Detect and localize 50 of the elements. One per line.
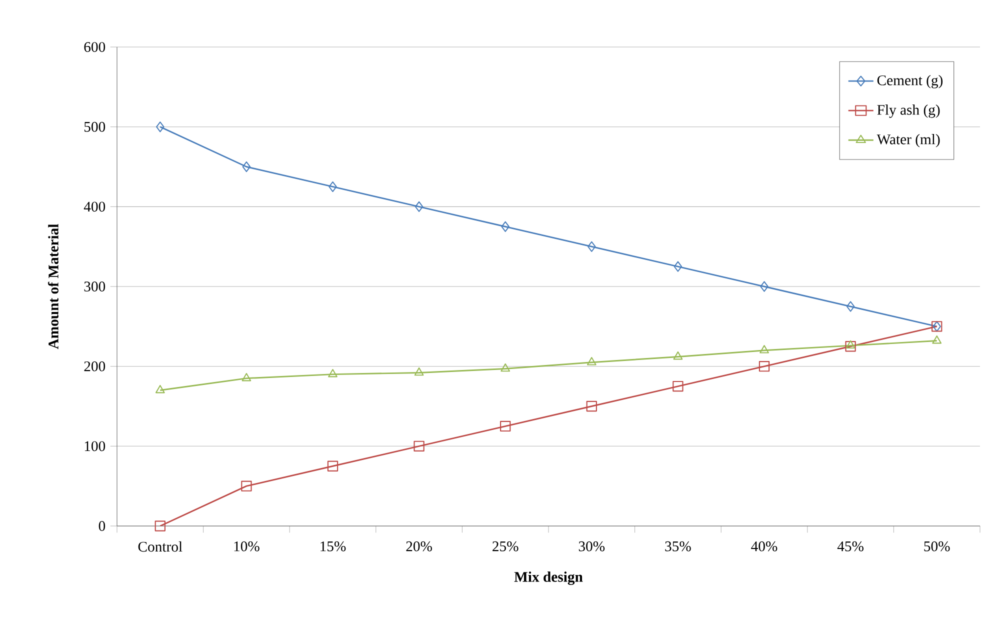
point bbox=[673, 351, 683, 360]
point bbox=[760, 345, 769, 354]
y-axis-title: Amount of Material bbox=[48, 224, 58, 350]
legend-label: Fly ash (g) bbox=[877, 104, 940, 118]
point bbox=[674, 261, 682, 272]
x-tick-label: 30% bbox=[578, 541, 605, 552]
x-tick-label: 40% bbox=[751, 541, 778, 552]
x-tick-label: Control bbox=[138, 541, 182, 552]
x-tick-label: 15% bbox=[320, 541, 346, 552]
legend-label: Cement (g) bbox=[877, 74, 943, 88]
point bbox=[154, 520, 166, 532]
x-tick-label: 10% bbox=[234, 541, 260, 552]
point bbox=[845, 341, 856, 352]
x-tick-label: 50% bbox=[924, 541, 950, 552]
y-tick-label: 600 bbox=[84, 42, 106, 52]
y-tick-label: 200 bbox=[84, 361, 106, 372]
point bbox=[500, 420, 511, 432]
point bbox=[155, 384, 165, 394]
y-tick-label: 0 bbox=[98, 521, 106, 531]
point bbox=[156, 122, 164, 132]
point bbox=[242, 161, 251, 172]
point bbox=[586, 357, 596, 366]
point bbox=[846, 301, 855, 312]
point bbox=[672, 380, 684, 392]
point bbox=[328, 181, 337, 192]
point bbox=[846, 340, 856, 349]
x-tick-label: 25% bbox=[492, 541, 518, 552]
x-tick-label: 20% bbox=[406, 541, 432, 552]
point bbox=[501, 221, 510, 232]
x-axis-title: Mix design bbox=[514, 572, 583, 585]
point bbox=[242, 372, 252, 382]
point bbox=[758, 361, 770, 372]
point bbox=[241, 480, 252, 492]
y-tick-label: 300 bbox=[84, 282, 106, 292]
y-tick-label: 400 bbox=[84, 202, 106, 212]
point bbox=[500, 363, 510, 372]
point bbox=[414, 440, 424, 452]
y-tick-label: 500 bbox=[84, 122, 106, 132]
point bbox=[932, 335, 942, 344]
point bbox=[327, 460, 338, 472]
legend-label: Water (ml) bbox=[876, 134, 940, 148]
point bbox=[414, 201, 424, 212]
point bbox=[414, 367, 424, 376]
x-tick-label: 45% bbox=[837, 541, 864, 552]
y-tick-label: 100 bbox=[84, 441, 106, 452]
point bbox=[760, 281, 768, 292]
point bbox=[588, 241, 596, 252]
x-tick-label: 35% bbox=[665, 541, 691, 552]
point bbox=[586, 400, 597, 412]
point bbox=[328, 368, 338, 378]
